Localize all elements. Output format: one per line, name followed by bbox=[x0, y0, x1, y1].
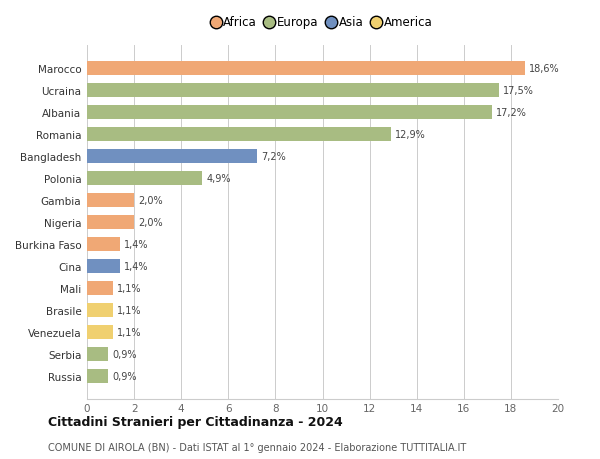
Bar bbox=[87, 84, 499, 98]
Bar bbox=[87, 303, 113, 318]
Text: 18,6%: 18,6% bbox=[529, 64, 560, 74]
Text: 1,1%: 1,1% bbox=[117, 305, 142, 315]
Text: 2,0%: 2,0% bbox=[139, 196, 163, 206]
Bar bbox=[87, 237, 120, 252]
Bar bbox=[87, 62, 525, 76]
Text: COMUNE DI AIROLA (BN) - Dati ISTAT al 1° gennaio 2024 - Elaborazione TUTTITALIA.: COMUNE DI AIROLA (BN) - Dati ISTAT al 1°… bbox=[48, 442, 466, 452]
Text: 1,4%: 1,4% bbox=[124, 240, 149, 250]
Text: 12,9%: 12,9% bbox=[395, 130, 426, 140]
Bar bbox=[87, 128, 391, 142]
Text: 1,4%: 1,4% bbox=[124, 262, 149, 271]
Bar bbox=[87, 194, 134, 208]
Bar bbox=[87, 172, 202, 186]
Bar bbox=[87, 281, 113, 296]
Text: 1,1%: 1,1% bbox=[117, 327, 142, 337]
Text: 7,2%: 7,2% bbox=[261, 152, 286, 162]
Bar bbox=[87, 369, 108, 383]
Bar bbox=[87, 259, 120, 274]
Text: 0,9%: 0,9% bbox=[112, 349, 137, 359]
Text: 4,9%: 4,9% bbox=[206, 174, 231, 184]
Text: 2,0%: 2,0% bbox=[139, 218, 163, 228]
Bar bbox=[87, 150, 257, 164]
Text: Cittadini Stranieri per Cittadinanza - 2024: Cittadini Stranieri per Cittadinanza - 2… bbox=[48, 415, 343, 428]
Bar bbox=[87, 325, 113, 339]
Text: 17,5%: 17,5% bbox=[503, 86, 534, 96]
Text: 0,9%: 0,9% bbox=[112, 371, 137, 381]
Bar bbox=[87, 106, 492, 120]
Text: 17,2%: 17,2% bbox=[496, 108, 527, 118]
Bar bbox=[87, 215, 134, 230]
Legend: Africa, Europa, Asia, America: Africa, Europa, Asia, America bbox=[213, 17, 432, 29]
Bar bbox=[87, 347, 108, 361]
Text: 1,1%: 1,1% bbox=[117, 283, 142, 293]
